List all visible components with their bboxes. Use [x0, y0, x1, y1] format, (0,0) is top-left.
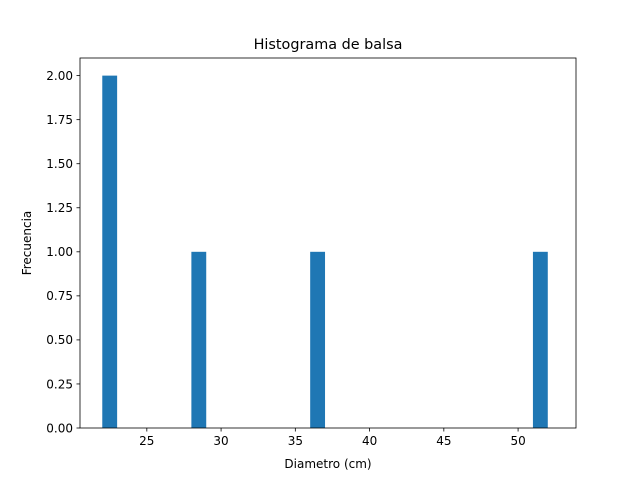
y-tick-label-2: 0.50	[46, 333, 73, 347]
x-axis-label: Diametro (cm)	[284, 457, 371, 471]
plot-background	[80, 58, 576, 428]
x-tick-label-4: 45	[436, 434, 451, 448]
y-tick-label-7: 1.75	[46, 113, 73, 127]
plot-area: 0.00 0.25 0.50 0.75 1.00 1.25 1.50 1.75 2.00 25 3…	[46, 57, 577, 448]
y-tick-label-3: 0.75	[46, 289, 73, 303]
x-tick-label-5: 50	[510, 434, 525, 448]
y-tick-label-5: 1.25	[46, 201, 73, 215]
histogram-bar-4	[532, 251, 548, 428]
histogram-bar-3	[310, 251, 326, 428]
y-tick-label-0: 0.00	[46, 421, 73, 435]
y-tick-label-6: 1.50	[46, 157, 73, 171]
histogram-bar-1	[102, 75, 118, 429]
x-tick-label-0: 25	[139, 434, 154, 448]
y-axis: 0.00 0.25 0.50 0.75 1.00 1.25 1.50 1.75 2.00	[46, 69, 80, 435]
x-tick-label-1: 30	[213, 434, 228, 448]
histogram-bar-2	[191, 251, 207, 428]
y-tick-label-4: 1.00	[46, 245, 73, 259]
x-axis: 25 30 35 40 45 50	[139, 428, 526, 448]
x-tick-label-3: 40	[362, 434, 377, 448]
plot-frame	[79, 57, 577, 429]
x-tick-label-2: 35	[288, 434, 303, 448]
bars-group	[102, 75, 548, 429]
y-axis-label: Frecuencia	[20, 211, 34, 276]
y-tick-label-8: 2.00	[46, 69, 73, 83]
chart-title: Histograma de balsa	[254, 37, 403, 53]
y-tick-label-1: 0.25	[46, 377, 73, 391]
